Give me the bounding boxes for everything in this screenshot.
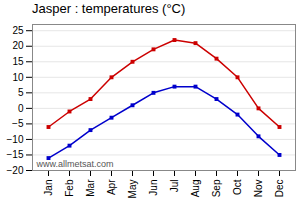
svg-text:−5: −5 <box>12 118 24 129</box>
svg-text:Jul: Jul <box>169 180 180 193</box>
svg-text:Dec: Dec <box>274 180 285 198</box>
svg-text:−20: −20 <box>7 165 24 176</box>
html-text:Jasper : temperatures (°C): Jasper : temperatures (°C) <box>32 1 186 16</box>
svg-text:May: May <box>127 180 138 199</box>
svg-text:Nov: Nov <box>253 180 264 198</box>
svg-text:Mar: Mar <box>85 179 96 197</box>
svg-text:Apr: Apr <box>106 179 117 195</box>
svg-text:Sep: Sep <box>211 179 222 197</box>
svg-text:Aug: Aug <box>190 180 201 198</box>
svg-text:−15: −15 <box>7 149 24 160</box>
svg-text:5: 5 <box>18 87 24 98</box>
svg-text:Jun: Jun <box>148 180 159 196</box>
svg-text:25: 25 <box>12 25 24 36</box>
svg-text:10: 10 <box>12 72 24 83</box>
svg-text:0: 0 <box>18 103 24 114</box>
svg-text:15: 15 <box>12 56 24 67</box>
svg-text:www.allmetsat.com: www.allmetsat.com <box>36 159 114 169</box>
svg-text:Oct: Oct <box>232 179 243 195</box>
svg-text:Feb: Feb <box>64 179 75 197</box>
svg-text:20: 20 <box>12 40 24 51</box>
svg-text:Jan: Jan <box>43 180 54 196</box>
svg-text:−10: −10 <box>7 134 24 145</box>
